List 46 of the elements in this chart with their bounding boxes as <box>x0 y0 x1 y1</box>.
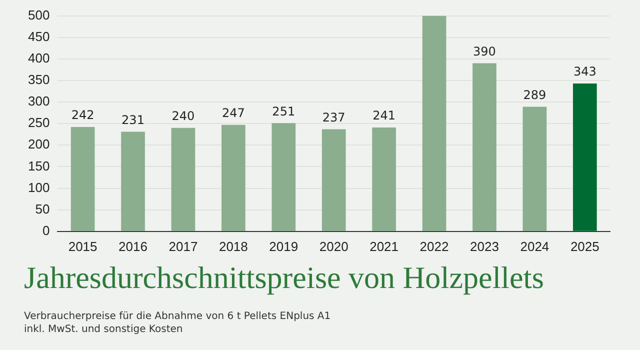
bar <box>472 63 496 231</box>
x-tick-label: 2015 <box>68 238 98 254</box>
bar <box>171 128 196 231</box>
bar <box>372 127 396 231</box>
y-tick-label: 350 <box>28 72 50 88</box>
data-label: 241 <box>372 108 396 123</box>
data-label: 289 <box>523 88 546 102</box>
bar <box>121 132 145 231</box>
x-tick-label: 2022 <box>420 238 449 254</box>
data-label: 242 <box>71 108 94 122</box>
y-tick-label: 250 <box>28 115 50 130</box>
text: inkl. MwSt. und sonstige Kosten <box>24 323 184 336</box>
bar <box>522 106 547 231</box>
x-tick-label: 2017 <box>168 238 198 254</box>
bar <box>272 123 296 231</box>
x-tick-label: 2025 <box>570 238 600 254</box>
x-tick-label: 2024 <box>520 238 550 254</box>
y-tick-label: 100 <box>28 180 50 195</box>
bar <box>70 127 95 231</box>
bar <box>422 16 446 231</box>
bar <box>322 129 346 231</box>
bar <box>572 84 597 231</box>
data-label: 343 <box>573 64 596 79</box>
y-tick-label: 300 <box>28 94 50 109</box>
x-tick-label: 2020 <box>319 238 348 254</box>
y-tick-label: 500 <box>28 7 50 22</box>
text: Jahresdurchschnittspreise von Holzpellets <box>24 260 545 296</box>
x-tick-label: 2018 <box>218 238 248 254</box>
y-tick-label: 200 <box>28 136 50 152</box>
data-label: 251 <box>272 104 296 118</box>
data-label: 231 <box>122 112 144 127</box>
x-tick-label: 2021 <box>370 238 399 254</box>
x-tick-label: 2016 <box>118 238 148 254</box>
y-tick-label: 150 <box>28 158 50 174</box>
y-tick-label: 400 <box>28 50 50 66</box>
data-label: 247 <box>222 106 245 120</box>
y-tick-label: 0 <box>42 222 50 238</box>
text: Verbraucherpreise für die Abnahme von 6 t Pellets ENplus A1 <box>24 310 332 323</box>
x-tick-label: 2023 <box>470 238 499 254</box>
data-label: 240 <box>172 109 195 124</box>
data-label: 237 <box>322 110 346 124</box>
bar <box>222 124 246 231</box>
y-tick-label: 50 <box>35 201 50 216</box>
x-tick-label: 2019 <box>269 238 298 254</box>
y-tick-label: 450 <box>28 28 50 44</box>
data-label: 390 <box>473 44 496 58</box>
